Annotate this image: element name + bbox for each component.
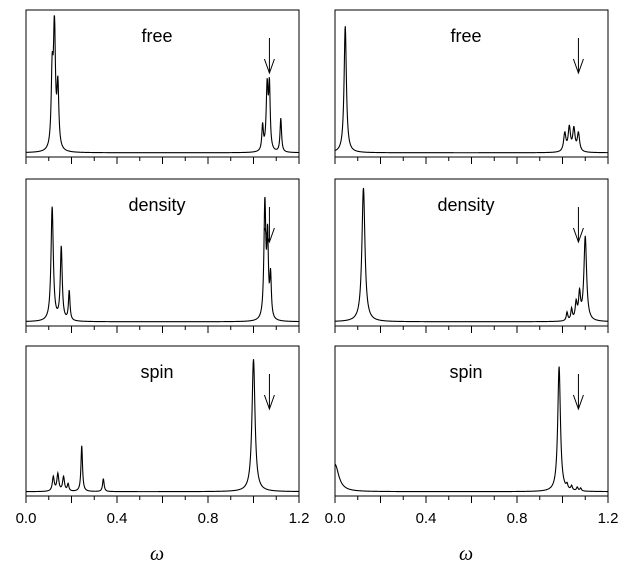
arrow-head [572, 58, 584, 75]
panel-label: free [142, 26, 173, 46]
spectrum-line [334, 187, 609, 323]
panel-density-left: density [25, 178, 300, 333]
x-tick-label: 1.2 [289, 510, 310, 527]
arrow-head [263, 58, 275, 75]
x-tick-label: 0.0 [16, 510, 37, 527]
spectrum-line [334, 26, 608, 154]
spectrum-line [26, 359, 300, 493]
panel-spin-right: spin [334, 345, 609, 503]
x-axis-title: ω [459, 543, 473, 565]
x-axis-title: ω [150, 543, 164, 565]
panel-density-right: density [334, 178, 609, 333]
panel-free-left: free [25, 9, 300, 164]
arrow-head [572, 394, 584, 411]
x-tick-label: 0.4 [416, 510, 437, 527]
panel-label: density [129, 195, 186, 215]
panels: free free density density spin spin 0.0 0.4 0.8 1… [16, 9, 619, 565]
x-tick-label: 0.8 [198, 510, 219, 527]
arrow-head [263, 394, 275, 411]
x-tick-label: 1.2 [598, 510, 619, 527]
panel-label: spin [450, 362, 483, 382]
x-tick-label: 0.4 [107, 510, 128, 527]
spectrum-line [25, 15, 300, 154]
panel-free-right: free [334, 9, 609, 164]
x-tick-label: 0.0 [325, 510, 346, 527]
spectrum-line [334, 366, 608, 493]
x-tick-label: 0.8 [507, 510, 528, 527]
arrow-head [572, 227, 584, 244]
panel-label: free [451, 26, 482, 46]
panel-spin-left: spin [25, 345, 300, 503]
panel-label: spin [141, 362, 174, 382]
arrow-head [263, 227, 275, 244]
panel-label: density [438, 195, 495, 215]
spectrum-line [25, 196, 299, 323]
